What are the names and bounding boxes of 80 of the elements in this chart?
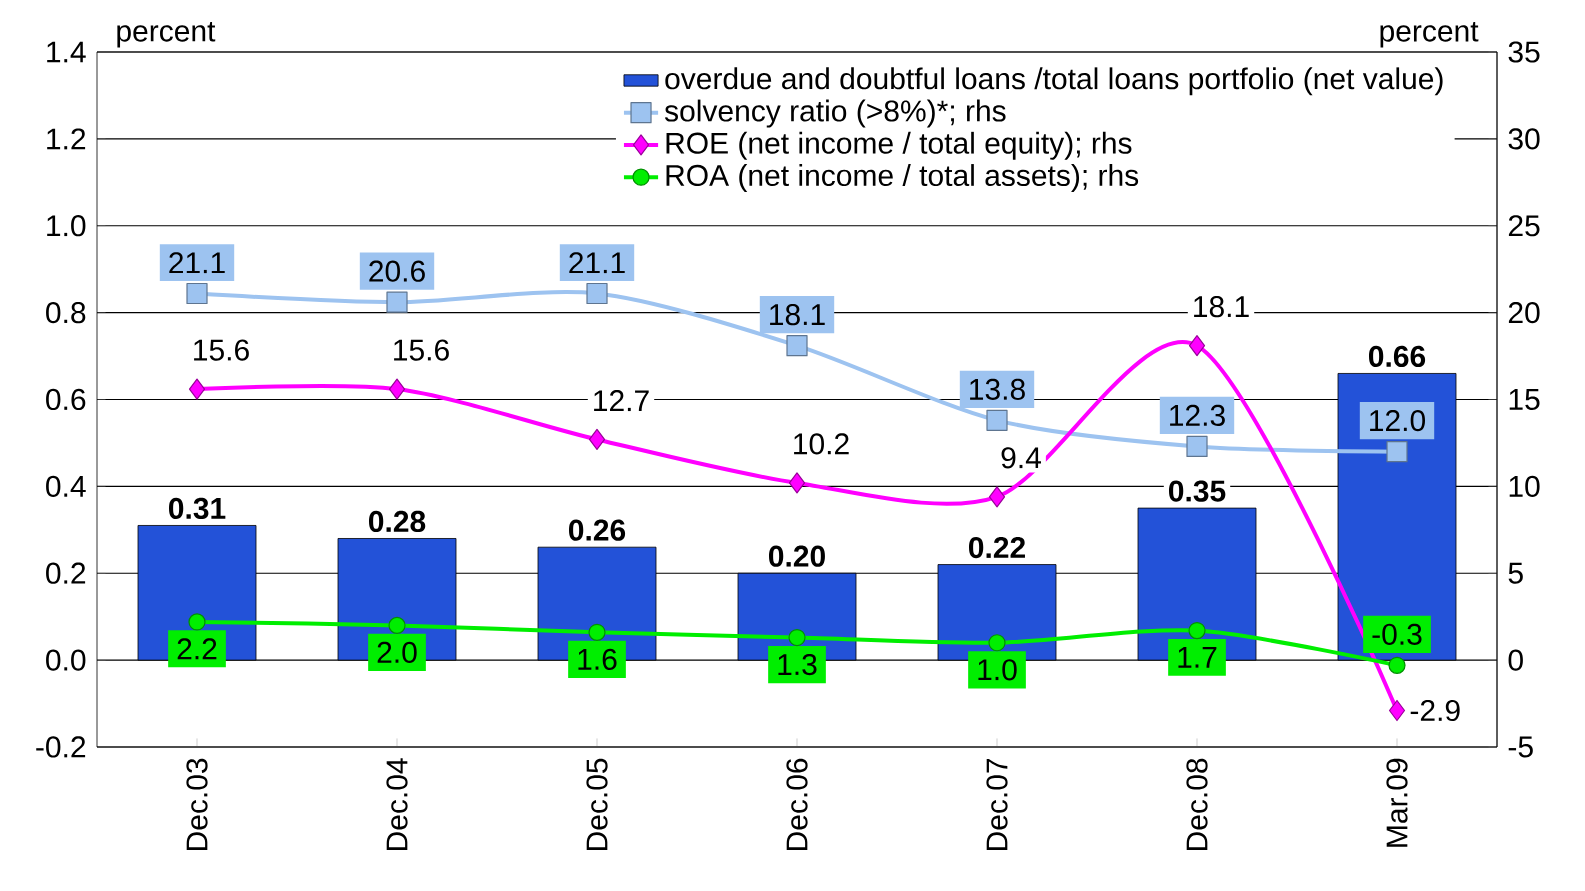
- y2-axis-title: percent: [1380, 21, 1479, 48]
- data-label: 20.6: [369, 260, 425, 282]
- y-axis-title: percent: [117, 21, 216, 48]
- point: [586, 282, 608, 305]
- y2-tick-label: -5: [1508, 736, 1533, 758]
- y2-tick-label: 5: [1508, 562, 1523, 584]
- data-label: 12.3: [1170, 404, 1225, 426]
- point: [588, 623, 606, 641]
- data-label: 12.0: [1370, 409, 1426, 432]
- x-tick-label: Dec.03: [186, 758, 208, 851]
- data-label: -0.3: [1372, 623, 1422, 645]
- legend-label: overdue and doubtful loans /total loans portfolio (net value): [665, 67, 1443, 96]
- data-label: 1.3: [778, 653, 817, 676]
- y2-tick-label: 30: [1508, 128, 1540, 150]
- y-tick-label: 0.0: [46, 649, 86, 671]
- point: [388, 616, 406, 634]
- data-label: 18.1: [770, 303, 825, 326]
- y-tick-label: 0.4: [46, 475, 86, 497]
- y-tick-label: 0.6: [46, 388, 86, 411]
- legend-label: solvency ratio (>8%)*; rhs: [664, 99, 1006, 128]
- x-tick-label: Dec.04: [386, 758, 408, 851]
- point: [788, 628, 806, 647]
- y2-tick-label: 35: [1508, 41, 1540, 63]
- y-tick-label: 1.0: [47, 215, 86, 237]
- point: [786, 335, 808, 357]
- point: [1388, 656, 1406, 674]
- point: [188, 378, 206, 400]
- point: [788, 472, 806, 494]
- y2-tick-label: 25: [1508, 215, 1540, 237]
- x-tick-label: Mar.09: [1386, 758, 1408, 847]
- point: [1388, 699, 1406, 722]
- y-tick-label: -0.2: [36, 736, 86, 758]
- x-tick-label: Dec.07: [986, 758, 1008, 851]
- data-label: 0.26: [569, 519, 626, 541]
- y2-tick-label: 10: [1509, 475, 1540, 497]
- point: [986, 409, 1008, 431]
- x-tick-label: Dec.05: [586, 758, 608, 851]
- data-label: 0.66: [1369, 345, 1426, 368]
- point: [588, 428, 606, 451]
- data-label: 1.6: [578, 648, 617, 670]
- data-label: 13.8: [970, 378, 1025, 400]
- point: [188, 613, 206, 631]
- data-label: 0.31: [169, 497, 226, 520]
- data-label: 18.1: [1194, 295, 1249, 318]
- point: [988, 486, 1006, 508]
- y-tick-label: 1.4: [47, 41, 86, 63]
- data-label: 2.2: [177, 638, 217, 660]
- point: [988, 634, 1006, 652]
- data-label: 0.35: [1169, 480, 1226, 502]
- data-label: 15.6: [194, 339, 249, 361]
- data-label: 1.7: [1178, 646, 1217, 668]
- data-label: 0.22: [969, 536, 1025, 559]
- data-label: 2.0: [377, 641, 417, 663]
- y-tick-label: 0.8: [46, 302, 86, 324]
- y2-tick-label: 20: [1508, 302, 1540, 324]
- point: [388, 378, 406, 400]
- data-label: 1.0: [978, 659, 1017, 681]
- point: [1188, 335, 1206, 357]
- data-label: 12.7: [594, 390, 649, 412]
- data-label: 21.1: [569, 252, 625, 274]
- point: [186, 282, 208, 305]
- point: [1188, 621, 1206, 640]
- legend-label: ROE (net income / total equity); rhs: [666, 131, 1132, 160]
- data-label: 9.4: [1001, 447, 1041, 469]
- y2-tick-label: 0: [1508, 649, 1523, 671]
- y2-tick-label: 15: [1509, 389, 1540, 410]
- y-tick-label: 1.2: [47, 128, 86, 150]
- point: [386, 291, 408, 313]
- legend-label: ROA (net income / total assets); rhs: [666, 164, 1139, 193]
- data-label: 0.20: [769, 545, 825, 567]
- data-label: -2.9: [1410, 699, 1460, 722]
- x-tick-label: Dec.06: [786, 758, 808, 851]
- data-label: 15.6: [394, 339, 449, 361]
- point: [1386, 441, 1408, 463]
- x-tick-label: Dec.08: [1186, 758, 1208, 851]
- data-label: 10.2: [794, 433, 849, 455]
- data-label: 21.1: [169, 252, 225, 274]
- point: [1186, 435, 1208, 458]
- data-label: 0.28: [369, 510, 426, 533]
- y-tick-label: 0.2: [46, 562, 86, 584]
